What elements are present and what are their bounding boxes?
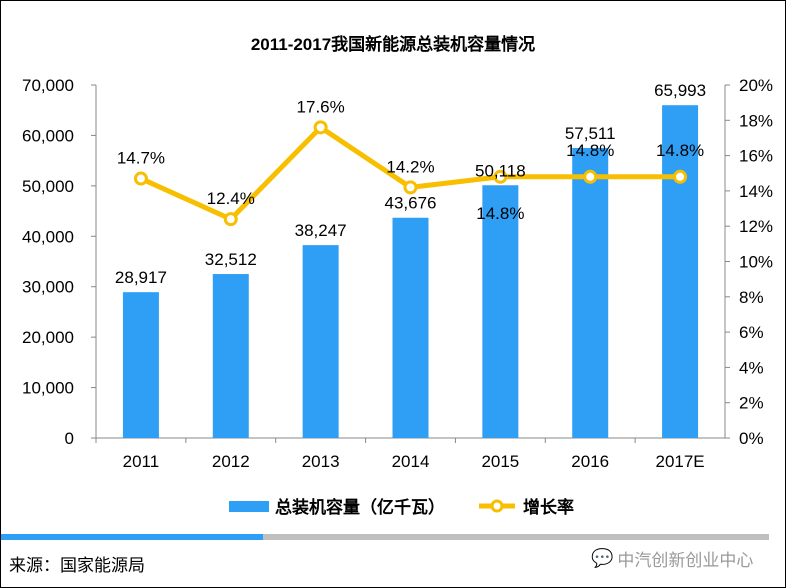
brand-watermark: 💬 中汽创新创业中心 [591, 546, 753, 571]
right-tick-label: 14% [739, 182, 773, 201]
growth-data-label: 17.6% [297, 97, 345, 116]
legend-bar-swatch [229, 501, 269, 512]
bar-data-label: 50,118 [475, 161, 526, 180]
growth-marker [133, 171, 148, 186]
legend: 总装机容量（亿千瓦） 增长率 [229, 497, 574, 517]
x-tick-label: 2012 [212, 452, 250, 471]
left-tick-label: 10,000 [22, 379, 74, 398]
growth-marker [403, 180, 418, 195]
bar-2011 [122, 292, 159, 438]
divider-strip [1, 534, 769, 540]
growth-marker [223, 212, 238, 227]
bar-2012 [212, 274, 249, 438]
right-tick-label: 0% [739, 429, 764, 448]
legend-line-label: 增长率 [523, 497, 574, 517]
right-tick-label: 16% [739, 147, 773, 166]
brand-name: 中汽创新创业中心 [617, 551, 754, 570]
right-tick-label: 12% [739, 217, 773, 236]
legend-bar-label: 总装机容量（亿千瓦） [275, 497, 445, 517]
x-tick-label: 2011 [123, 452, 160, 471]
right-tick-label: 2% [739, 394, 764, 413]
right-tick-label: 20% [739, 76, 773, 95]
growth-data-label: 14.7% [117, 149, 165, 168]
source-note: 来源：国家能源局 [9, 556, 145, 575]
right-tick-label: 6% [739, 323, 764, 342]
bar-2016 [572, 147, 609, 439]
bar-2013 [302, 245, 339, 438]
right-tick-label: 18% [739, 111, 773, 130]
growth-data-label: 14.2% [386, 157, 434, 176]
chart: 2011-2017我国新能源总装机容量情况 0 10,000 20,000 30,00… [22, 34, 773, 517]
chart-title: 2011-2017我国新能源总装机容量情况 [251, 34, 535, 54]
x-tick-label: 2014 [392, 452, 430, 471]
right-tick-label: 4% [739, 358, 764, 377]
growth-marker [673, 169, 688, 184]
left-tick-label: 30,000 [22, 278, 74, 297]
bar-2015 [482, 185, 519, 438]
growth-data-label: 12.4% [207, 189, 255, 208]
bar-data-label: 65,993 [654, 81, 706, 100]
bar-2017E [662, 105, 699, 438]
right-tick-label: 8% [739, 288, 764, 307]
left-tick-label: 50,000 [22, 177, 74, 196]
bar-2014 [392, 217, 429, 438]
growth-marker [313, 120, 328, 135]
left-tick-label: 70,000 [22, 76, 74, 95]
wechat-icon: 💬 [591, 548, 614, 568]
growth-data-label: 14.8% [656, 141, 704, 160]
bar-data-label: 43,676 [385, 194, 437, 213]
x-tick-label: 2013 [302, 452, 340, 471]
left-tick-label: 40,000 [22, 227, 74, 246]
bar-data-label: 38,247 [295, 221, 347, 240]
left-tick-label: 0 [65, 429, 74, 448]
bar-data-label: 32,512 [205, 250, 257, 269]
x-tick-label: 2016 [571, 452, 609, 471]
x-tick-label: 2015 [481, 452, 519, 471]
right-tick-label: 10% [739, 253, 773, 272]
left-tick-label: 60,000 [22, 126, 74, 145]
growth-marker [493, 169, 508, 184]
growth-marker [583, 169, 598, 184]
bar-data-label: 28,917 [115, 268, 167, 287]
legend-line-marker [490, 499, 504, 513]
growth-data-label: 14.8% [566, 141, 614, 160]
bar-data-label: 57,511 [565, 124, 616, 143]
x-tick-label: 2017E [655, 452, 704, 471]
divider-accent [1, 534, 263, 540]
left-tick-label: 20,000 [22, 328, 74, 347]
growth-data-label: 14.8% [476, 204, 524, 223]
